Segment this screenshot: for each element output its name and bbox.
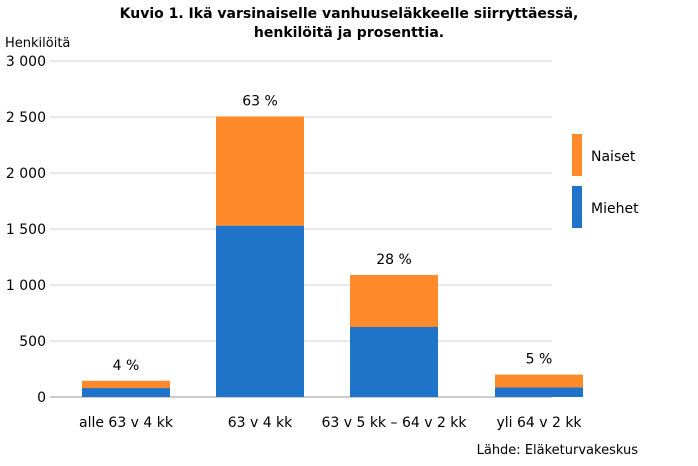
y-tick-label: 2 000 — [6, 166, 46, 182]
x-tick-label: yli 64 v 2 kk — [496, 415, 582, 431]
bar-naiset — [82, 380, 170, 389]
bar-miehet — [350, 327, 438, 397]
chart-title-line-1: Kuvio 1. Ikä varsinaiselle vanhuuseläkke… — [119, 6, 579, 22]
data-labels: 4 % 63 % 28 % 5 % — [113, 93, 553, 373]
y-tick-label: 2 500 — [6, 110, 46, 126]
bar-naiset — [216, 116, 304, 226]
bars — [82, 116, 583, 397]
bar-miehet — [82, 388, 170, 397]
y-tick-label: 1 000 — [6, 278, 46, 294]
y-tick-label: 3 000 — [6, 54, 46, 70]
x-tick-label: 63 v 4 kk — [228, 415, 293, 431]
bar-miehet — [216, 225, 304, 397]
chart-title: Kuvio 1. Ikä varsinaiselle vanhuuseläkke… — [0, 5, 698, 43]
data-label: 63 % — [242, 93, 278, 109]
data-label: 28 % — [376, 252, 412, 268]
data-label: 4 % — [113, 358, 140, 374]
legend-label: Miehet — [591, 201, 639, 217]
y-tick-label: 1 500 — [6, 222, 46, 238]
bar-naiset — [350, 274, 438, 327]
legend-swatch — [572, 134, 582, 176]
data-label: 5 % — [526, 352, 553, 368]
chart-title-line-2: henkilöitä ja prosenttia. — [253, 25, 445, 41]
x-tick-label: alle 63 v 4 kk — [79, 415, 174, 431]
legend-label: Naiset — [591, 149, 636, 165]
x-tick-label: 63 v 5 kk – 64 v 2 kk — [321, 415, 467, 431]
bar-naiset — [495, 374, 583, 388]
legend: Naiset Miehet — [572, 134, 639, 228]
source-note: Lähde: Eläketurvakeskus — [476, 443, 638, 458]
y-axis-label: Henkilöitä — [5, 36, 71, 51]
y-tick-labels: 0 500 1 000 1 500 2 000 2 500 3 000 — [6, 54, 46, 406]
y-tick-label: 500 — [19, 334, 46, 350]
y-tick-label: 0 — [37, 390, 46, 406]
legend-swatch — [572, 186, 582, 228]
bar-miehet — [495, 387, 583, 397]
x-tick-labels: alle 63 v 4 kk 63 v 4 kk 63 v 5 kk – 64 v … — [79, 415, 582, 431]
